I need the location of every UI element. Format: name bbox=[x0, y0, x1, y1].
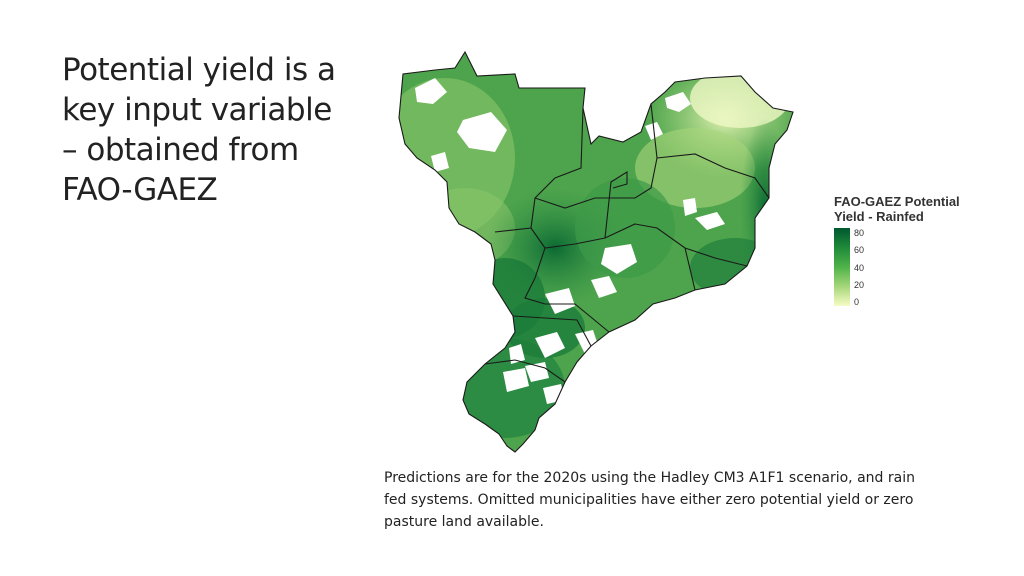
legend-color-bar bbox=[834, 228, 850, 306]
legend-tick: 40 bbox=[854, 263, 865, 273]
map-svg bbox=[398, 50, 794, 453]
legend-tick: 80 bbox=[854, 228, 865, 238]
caption-line: pasture land available. bbox=[384, 514, 544, 530]
caption-line: Predictions are for the 2020s using the … bbox=[384, 470, 915, 486]
legend-tick: 20 bbox=[854, 280, 865, 290]
legend-ticks: 80 60 40 20 0 bbox=[854, 228, 894, 307]
map-legend: FAO-GAEZ Potential Yield - Rainfed 80 60… bbox=[834, 194, 1004, 314]
yield-choropleth bbox=[399, 52, 793, 452]
legend-tick: 0 bbox=[854, 297, 860, 307]
caption-line: fed systems. Omitted municipalities have… bbox=[384, 492, 914, 508]
title-line: Potential yield is a bbox=[62, 52, 336, 88]
slide-title: Potential yield is a key input variable … bbox=[62, 50, 362, 210]
title-line: key input variable bbox=[62, 92, 332, 128]
legend-tick: 60 bbox=[854, 245, 865, 255]
map-caption: Predictions are for the 2020s using the … bbox=[384, 467, 984, 533]
title-line: – obtained from bbox=[62, 132, 299, 168]
title-line: FAO-GAEZ bbox=[62, 172, 218, 208]
potential-yield-map bbox=[395, 48, 800, 453]
legend-title-line: FAO-GAEZ Potential bbox=[834, 194, 960, 209]
legend-title-line: Yield - Rainfed bbox=[834, 209, 924, 224]
state-borders bbox=[398, 50, 794, 453]
legend-title: FAO-GAEZ Potential Yield - Rainfed bbox=[834, 194, 1004, 224]
